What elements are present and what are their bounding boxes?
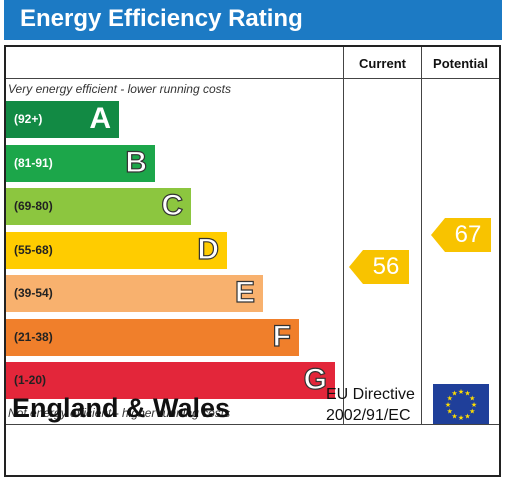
header-divider (6, 78, 499, 79)
current-column-header: Current (359, 56, 406, 71)
current-column-divider (343, 47, 344, 424)
page-title: Energy Efficiency Rating (20, 5, 303, 32)
band-range: (92+) (14, 112, 43, 126)
eu-star: ★ (458, 414, 464, 422)
band-letter: B (125, 145, 148, 179)
directive-label: EU Directive (326, 386, 415, 403)
rating-frame: Current Potential (4, 45, 501, 477)
potential-column-divider (421, 47, 422, 424)
title-bar: Energy Efficiency Rating (4, 0, 502, 40)
current-rating-value: 56 (372, 253, 400, 280)
eu-star: ★ (469, 408, 475, 416)
potential-column-header: Potential (433, 56, 488, 71)
band-range: (81-91) (14, 155, 53, 170)
band-c: (69-80) C (6, 188, 191, 225)
band-a: (92+) A (6, 101, 119, 138)
band-range: (55-68) (14, 242, 53, 257)
potential-rating-value: 67 (454, 221, 482, 248)
band-g: (1-20) G (6, 362, 335, 399)
arrow-tip (431, 218, 445, 252)
current-rating-arrow: 56 (349, 250, 409, 284)
eu-star: ★ (471, 401, 477, 409)
region-label: England & Wales (12, 393, 231, 423)
eu-star: ★ (464, 390, 470, 398)
band-letter: C (161, 188, 184, 222)
top-note: Very energy efficient - lower running co… (8, 82, 231, 96)
band-letter: A (89, 102, 111, 135)
band-letter: G (303, 362, 328, 396)
band-d: (55-68) D (6, 231, 227, 269)
band-e: (39-54) E (6, 275, 263, 312)
eu-star: ★ (464, 412, 470, 420)
band-range: (1-20) (14, 373, 47, 387)
band-b: (81-91) B (6, 144, 155, 182)
band-range: (39-54) (14, 286, 53, 300)
bottom-note: Not energy efficient - higher running co… (8, 406, 231, 420)
band-letter: F (272, 319, 292, 353)
arrow-tip (349, 250, 363, 284)
eu-star: ★ (451, 390, 457, 398)
band-letter: E (234, 275, 255, 309)
directive-code: 2002/91/EC (326, 407, 411, 424)
band-f: (21-38) F (6, 318, 299, 356)
footer-divider (6, 424, 499, 425)
band-range: (69-80) (14, 199, 53, 213)
eu-star: ★ (451, 412, 457, 420)
band-letter: D (197, 232, 220, 266)
eu-flag-icon: ★ ★ ★ ★ ★ ★ ★ ★ ★ ★ ★ ★ (433, 384, 489, 424)
arrow-body (363, 250, 409, 284)
band-range: (21-38) (14, 329, 53, 344)
eu-star: ★ (458, 388, 464, 396)
arrow-body (445, 218, 491, 252)
eu-star: ★ (447, 395, 453, 403)
potential-rating-arrow: 67 (431, 218, 491, 252)
eu-star: ★ (447, 408, 453, 416)
eu-star: ★ (469, 395, 475, 403)
eu-star: ★ (445, 401, 451, 409)
